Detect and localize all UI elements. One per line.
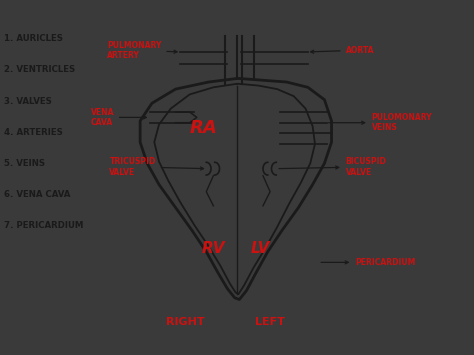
Text: LV: LV — [251, 241, 270, 256]
Text: 5. VEINS: 5. VEINS — [4, 159, 46, 168]
Text: RA: RA — [190, 119, 218, 137]
Text: 3. VALVES: 3. VALVES — [4, 97, 52, 105]
Text: PULMONARY
ARTERY: PULMONARY ARTERY — [107, 40, 177, 60]
Text: LEFT: LEFT — [255, 317, 285, 327]
Text: RV: RV — [201, 241, 225, 256]
Text: PERICARDIUM: PERICARDIUM — [321, 258, 416, 267]
Text: PULOMONARY
VEINS: PULOMONARY VEINS — [328, 113, 432, 132]
Text: TRICUSPID
VALVE: TRICUSPID VALVE — [109, 157, 203, 176]
Text: 6. VENA CAVA: 6. VENA CAVA — [4, 190, 71, 199]
Text: BICUSPID
VALVE: BICUSPID VALVE — [279, 157, 387, 176]
Text: 4. ARTERIES: 4. ARTERIES — [4, 128, 64, 137]
Text: AORTA: AORTA — [310, 46, 374, 55]
Text: 1. AURICLES: 1. AURICLES — [4, 34, 64, 43]
Text: VENA
CAVA: VENA CAVA — [91, 108, 146, 127]
Text: 7. PERICARDIUM: 7. PERICARDIUM — [4, 221, 84, 230]
Text: 2. VENTRICLES: 2. VENTRICLES — [4, 65, 76, 75]
Text: RIGHT: RIGHT — [166, 317, 204, 327]
